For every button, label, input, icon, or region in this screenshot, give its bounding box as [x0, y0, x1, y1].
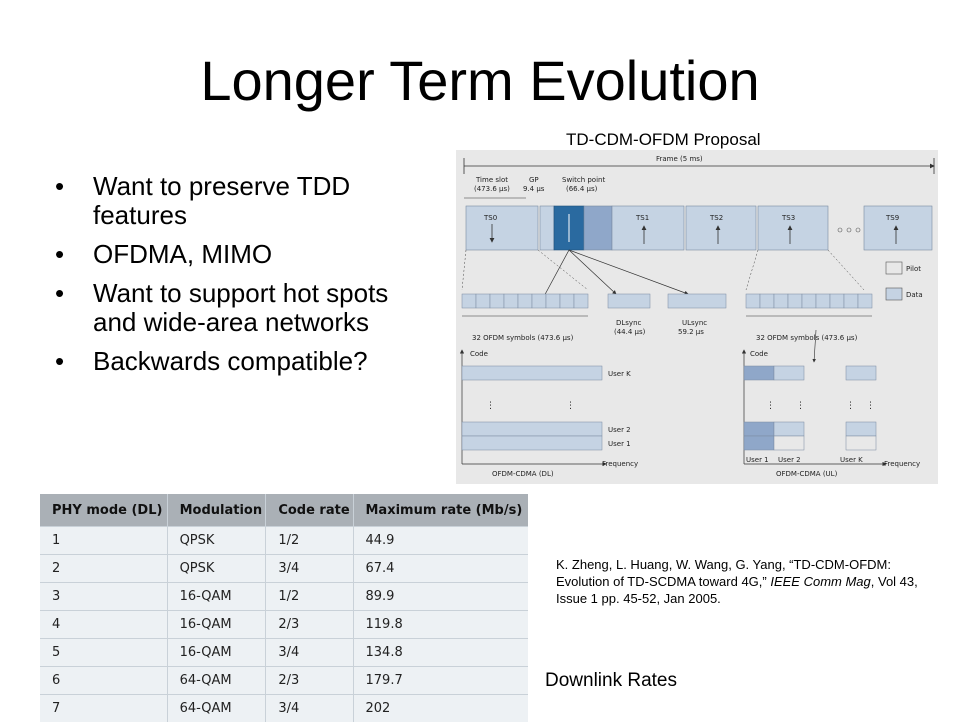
- ulsync-value: 59.2 µs: [678, 328, 704, 336]
- table-cell: 7: [40, 695, 167, 722]
- table-cell: 202: [353, 695, 528, 722]
- ofdm-symbols-right: 32 OFDM symbols (473.6 µs): [756, 334, 858, 342]
- table-cell: 64-QAM: [167, 695, 266, 722]
- table-cell: 1: [40, 527, 167, 555]
- bullet-item: • Want to preserve TDD features: [55, 172, 435, 230]
- downlink-rates-table: PHY mode (DL) Modulation Code rate Maxim…: [40, 494, 528, 722]
- reference-journal: IEEE Comm Mag: [770, 574, 870, 589]
- reference-citation: K. Zheng, L. Huang, W. Wang, G. Yang, “T…: [556, 556, 926, 607]
- ellipsis-icon: ⋮: [866, 401, 875, 411]
- table-cell: 2/3: [266, 667, 353, 695]
- dl-user-1: User 1: [608, 440, 631, 448]
- table-cell: 1/2: [266, 583, 353, 611]
- ul-user-2: User 2: [778, 456, 801, 464]
- bullet-item: • Backwards compatible?: [55, 347, 435, 376]
- table-cell: 5: [40, 639, 167, 667]
- table-cell: 119.8: [353, 611, 528, 639]
- dl-user-k: User K: [608, 370, 631, 378]
- gp-label: GP: [529, 176, 539, 184]
- downlink-rates-caption: Downlink Rates: [545, 670, 677, 692]
- table-cell: 64-QAM: [167, 667, 266, 695]
- bullet-dot-icon: •: [55, 347, 64, 376]
- bullet-text: Want to preserve TDD features: [93, 171, 350, 230]
- dl-label: OFDM-CDMA (DL): [492, 470, 554, 478]
- gp-value: 9.4 µs: [523, 185, 545, 193]
- ul-user-1: User 1: [746, 456, 769, 464]
- ofdm-symbols-left: 32 OFDM symbols (473.6 µs): [472, 334, 574, 342]
- column-header: Modulation: [167, 494, 266, 527]
- bullet-item: • Want to support hot spots and wide-area…: [55, 279, 435, 337]
- slot-ts3: TS3: [781, 214, 795, 222]
- bullet-list: • Want to preserve TDD features • OFDMA, M…: [55, 172, 435, 386]
- ellipsis-icon: ⋮: [486, 401, 495, 411]
- column-header: Maximum rate (Mb/s): [353, 494, 528, 527]
- table-cell: 2: [40, 555, 167, 583]
- ellipsis-icon: ⋮: [846, 401, 855, 411]
- bullet-dot-icon: •: [55, 279, 64, 308]
- legend-pilot: Pilot: [906, 265, 921, 273]
- table-cell: 3/4: [266, 639, 353, 667]
- slot-ts1: TS1: [635, 214, 649, 222]
- bullet-dot-icon: •: [55, 172, 64, 201]
- table-cell: 16-QAM: [167, 639, 266, 667]
- dlsync-label: DLsync: [616, 319, 642, 327]
- figure-caption: TD-CDM-OFDM Proposal: [566, 130, 761, 150]
- ul-frequency-label: Frequency: [884, 460, 920, 468]
- table-cell: 16-QAM: [167, 611, 266, 639]
- ulsync-label: ULsync: [682, 319, 707, 327]
- column-header: PHY mode (DL): [40, 494, 167, 527]
- table-cell: 3: [40, 583, 167, 611]
- table-cell: 16-QAM: [167, 583, 266, 611]
- table-cell: 179.7: [353, 667, 528, 695]
- dl-user-2: User 2: [608, 426, 631, 434]
- code-label-ul: Code: [750, 350, 768, 358]
- table-cell: 4: [40, 611, 167, 639]
- ul-user-k: User K: [840, 456, 863, 464]
- table-cell: 44.9: [353, 527, 528, 555]
- slot-ts9: TS9: [885, 214, 899, 222]
- ul-label: OFDM-CDMA (UL): [776, 470, 838, 478]
- frame-structure-diagram: Frame (5 ms) Time slot (473.6 µs) GP 9.4…: [456, 150, 938, 484]
- ellipsis-icon: ⋮: [796, 401, 805, 411]
- frame-label: Frame (5 ms): [656, 155, 703, 163]
- ellipsis-icon: ⋮: [566, 401, 575, 411]
- table-cell: QPSK: [167, 555, 266, 583]
- table-cell: 6: [40, 667, 167, 695]
- table-cell: 67.4: [353, 555, 528, 583]
- time-slot-value: (473.6 µs): [474, 185, 510, 193]
- slot-ts2: TS2: [709, 214, 723, 222]
- table-cell: 3/4: [266, 555, 353, 583]
- table-cell: 1/2: [266, 527, 353, 555]
- column-header: Code rate: [266, 494, 353, 527]
- table-cell: QPSK: [167, 527, 266, 555]
- table-header-row: PHY mode (DL) Modulation Code rate Maxim…: [40, 494, 528, 527]
- code-label-dl: Code: [470, 350, 488, 358]
- dl-frequency-label: Frequency: [602, 460, 638, 468]
- bullet-text: OFDMA, MIMO: [93, 239, 272, 269]
- table-cell: 134.8: [353, 639, 528, 667]
- slot-ts0: TS0: [483, 214, 497, 222]
- table-cell: 3/4: [266, 695, 353, 722]
- bullet-dot-icon: •: [55, 240, 64, 269]
- switch-point-label: Switch point: [562, 176, 605, 184]
- bullet-text: Backwards compatible?: [93, 346, 368, 376]
- table-cell: 89.9: [353, 583, 528, 611]
- table-cell: 2/3: [266, 611, 353, 639]
- ellipsis-icon: ⋮: [766, 401, 775, 411]
- slide-title: Longer Term Evolution: [0, 46, 960, 116]
- switch-point-value: (66.4 µs): [566, 185, 598, 193]
- legend-data: Data: [906, 291, 923, 299]
- bullet-text: Want to support hot spots and wide-area …: [93, 278, 388, 337]
- dlsync-value: (44.4 µs): [614, 328, 646, 336]
- time-slot-label: Time slot: [475, 176, 508, 184]
- bullet-item: • OFDMA, MIMO: [55, 240, 435, 269]
